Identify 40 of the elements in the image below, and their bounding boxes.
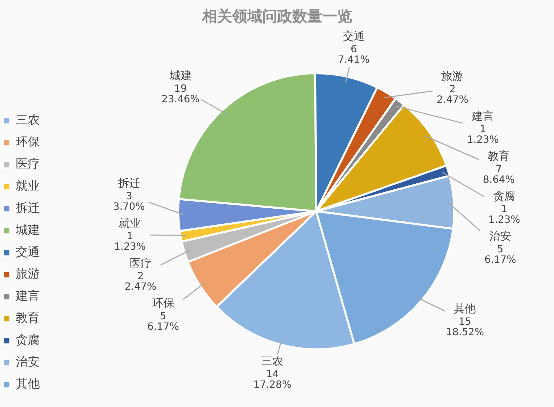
legend-label: 三农 [16,112,40,129]
legend-label: 建言 [16,288,40,305]
legend-label: 城建 [16,222,40,239]
slice-label: 城建 [168,69,192,82]
legend-label: 医疗 [16,156,40,173]
slice-label: 治安 [489,230,512,243]
data-label: 14 17.28% [254,370,292,392]
data-label: 7 8.64% [483,164,515,186]
data-label: 2 2.47% [124,271,157,293]
slice-label: 拆迁 [117,176,140,190]
slice-label: 医疗 [130,256,152,270]
data-label: 3 3.70% [113,191,146,213]
data-label: 1 1.23% [467,124,500,146]
legend-label: 交通 [16,244,40,261]
data-label: 19 23.46% [162,84,200,106]
slice-label: 交通 [342,30,365,43]
legend-label: 教育 [16,310,40,327]
slice-label: 其他 [454,302,476,316]
data-label: 15 18.52% [446,316,484,338]
legend-label: 其他 [16,376,40,393]
data-label: 1 1.23% [114,231,146,253]
data-label: 5 6.17% [147,311,180,333]
slice-label: 贪腐 [493,190,516,203]
legend-label: 环保 [16,134,40,151]
slice-label: 教育 [488,150,510,163]
slice-label: 就业 [119,216,142,230]
slice-label: 旅游 [442,70,464,83]
slice-label: 环保 [152,296,174,310]
slice-label: 三农 [262,355,284,368]
legend-label: 贪腐 [16,332,40,349]
slice-label: 建言 [471,110,494,123]
data-label: 6 7.41% [338,44,370,66]
legend-label: 就业 [16,178,40,195]
legend-label: 治安 [16,354,40,371]
legend-label: 旅游 [16,266,40,283]
legend-label: 拆迁 [16,200,40,217]
data-label: 1 1.23% [488,204,520,226]
data-label: 2 2.47% [436,84,469,106]
chart-title: 相关领域问政数量一览 [202,8,352,26]
data-label: 5 6.17% [484,244,516,266]
